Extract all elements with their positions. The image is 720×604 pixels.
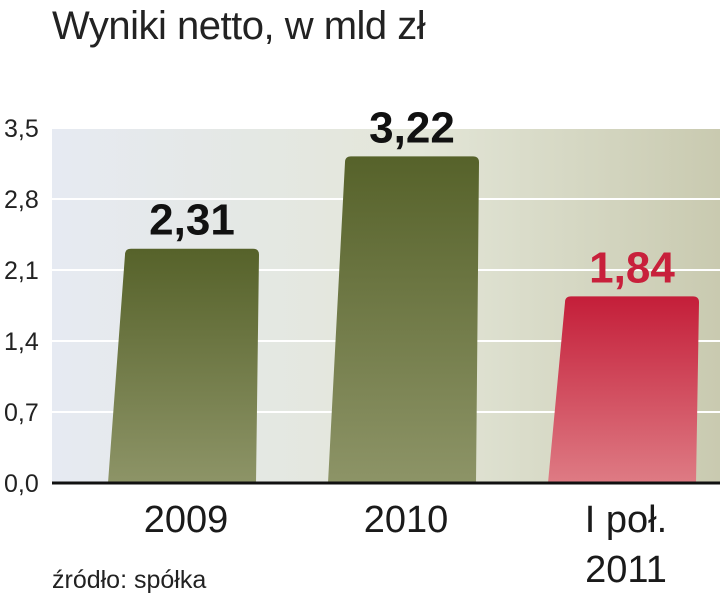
y-tick-label: 3,5 <box>4 115 39 143</box>
bar <box>108 248 259 483</box>
chart-title: Wyniki netto, w mld zł <box>52 4 426 48</box>
bar <box>548 296 699 483</box>
value-labels: 2,31 3,22 1,84 <box>149 103 675 292</box>
value-label: 3,22 <box>369 103 455 152</box>
y-tick-label: 2,8 <box>4 186 39 214</box>
value-label: 1,84 <box>589 243 675 292</box>
y-tick-label: 2,1 <box>4 257 39 285</box>
x-category-label: 2009 <box>144 499 229 541</box>
x-category-label: 2011 <box>585 549 667 591</box>
x-category-label: 2010 <box>364 499 449 541</box>
source-note: źródło: spółka <box>52 566 207 594</box>
y-axis-ticks: 0,0 0,7 1,4 2,1 2,8 3,5 <box>4 115 39 498</box>
y-tick-label: 0,7 <box>4 399 39 427</box>
x-category-label: I poł. <box>585 499 667 541</box>
value-label: 2,31 <box>149 196 235 245</box>
x-axis-categories: 2009 2010 I poł. 2011 <box>144 499 667 591</box>
y-tick-label: 1,4 <box>4 328 39 356</box>
bar <box>328 156 479 483</box>
bars <box>108 156 699 483</box>
y-tick-label: 0,0 <box>4 470 39 498</box>
